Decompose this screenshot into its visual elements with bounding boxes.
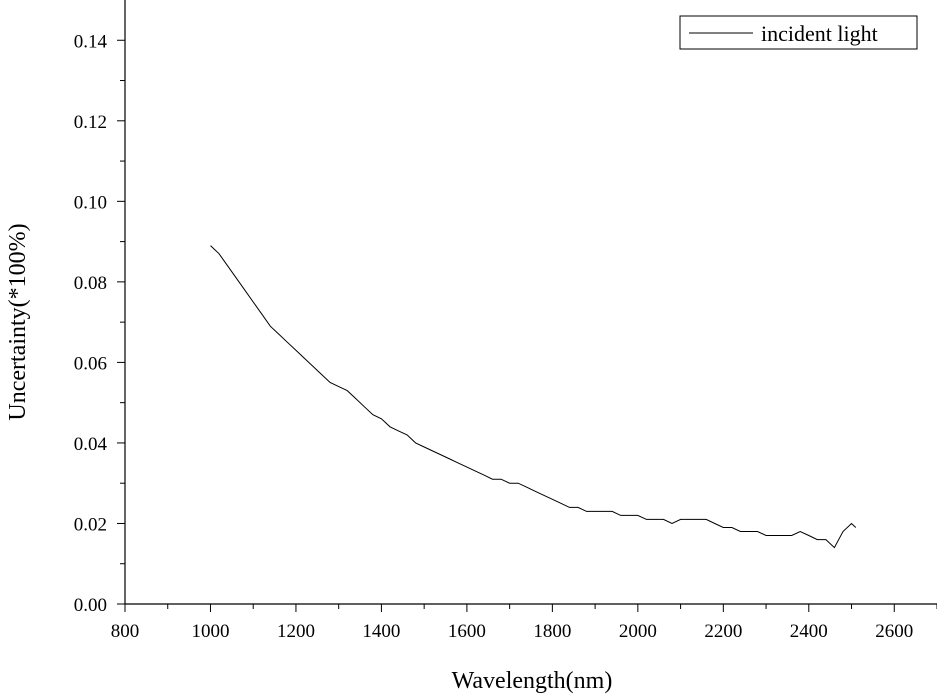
y-tick-label: 0.14 bbox=[74, 31, 108, 52]
x-tick-label: 1400 bbox=[362, 621, 400, 642]
x-tick-label: 2200 bbox=[704, 621, 742, 642]
x-tick-label: 1800 bbox=[533, 621, 571, 642]
y-tick-label: 0.08 bbox=[74, 273, 107, 294]
y-tick-label: 0.10 bbox=[74, 192, 107, 213]
x-tick-label: 1200 bbox=[277, 621, 315, 642]
legend: incident light bbox=[679, 15, 918, 50]
x-axis-label: Wavelength(nm) bbox=[452, 668, 613, 694]
series-lines bbox=[210, 245, 857, 549]
y-tick-label: 0.00 bbox=[74, 595, 107, 616]
legend-label: incident light bbox=[761, 21, 878, 46]
plot-axes bbox=[124, 0, 937, 605]
y-tick-label: 0.02 bbox=[74, 514, 107, 535]
series-line-0 bbox=[210, 245, 857, 549]
x-tick-label: 2000 bbox=[619, 621, 657, 642]
tick-labels: 800 1000 1200 1400 1600 1800 2000 2200 2400 2600 0… bbox=[74, 31, 914, 642]
y-axis-label: Uncertainty(*100%) bbox=[5, 223, 31, 420]
y-tick-label: 0.04 bbox=[74, 434, 108, 455]
y-tick-label: 0.06 bbox=[74, 353, 107, 374]
x-tick-label: 1600 bbox=[448, 621, 486, 642]
x-tick-label: 2600 bbox=[875, 621, 913, 642]
axis-ticks bbox=[117, 39, 937, 612]
y-tick-label: 0.12 bbox=[74, 112, 107, 133]
x-tick-label: 800 bbox=[111, 621, 140, 642]
x-tick-label: 2400 bbox=[790, 621, 828, 642]
x-tick-label: 1000 bbox=[191, 621, 229, 642]
